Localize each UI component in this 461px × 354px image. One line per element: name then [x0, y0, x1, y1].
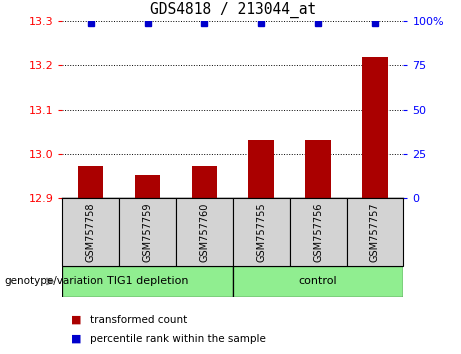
Bar — [62, 266, 233, 297]
Text: ■: ■ — [71, 334, 82, 344]
Text: ■: ■ — [71, 315, 82, 325]
Text: transformed count: transformed count — [90, 315, 187, 325]
Bar — [192, 166, 217, 198]
Text: GSM757757: GSM757757 — [370, 202, 380, 262]
Bar — [362, 57, 388, 198]
Bar — [233, 266, 403, 297]
Bar — [135, 175, 160, 198]
Text: TIG1 depletion: TIG1 depletion — [107, 276, 188, 286]
Text: GSM757758: GSM757758 — [86, 202, 96, 262]
Bar — [233, 198, 290, 266]
Text: GSM757759: GSM757759 — [142, 202, 153, 262]
Text: GSM757760: GSM757760 — [199, 202, 209, 262]
Bar — [290, 198, 347, 266]
Bar — [62, 198, 119, 266]
Text: GSM757755: GSM757755 — [256, 202, 266, 262]
Bar — [78, 166, 103, 198]
Text: control: control — [299, 276, 337, 286]
Text: percentile rank within the sample: percentile rank within the sample — [90, 334, 266, 344]
Bar — [176, 198, 233, 266]
Bar — [347, 198, 403, 266]
Bar — [248, 140, 274, 198]
Text: GSM757756: GSM757756 — [313, 202, 323, 262]
Text: genotype/variation: genotype/variation — [5, 276, 104, 286]
Bar — [305, 140, 331, 198]
Title: GDS4818 / 213044_at: GDS4818 / 213044_at — [150, 2, 316, 18]
Bar — [119, 198, 176, 266]
